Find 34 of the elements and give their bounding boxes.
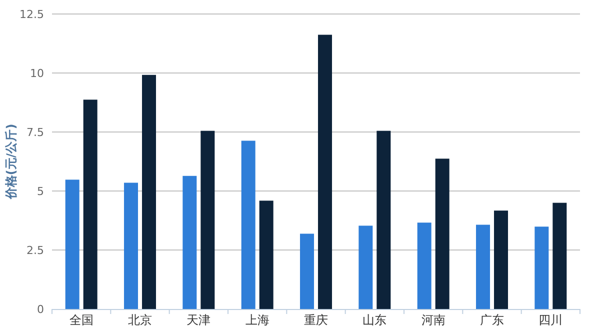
x-tick-label: 河南 — [421, 313, 446, 327]
bar — [376, 130, 391, 309]
y-tick-label: 0 — [37, 303, 44, 316]
bar — [182, 176, 197, 309]
bar — [417, 222, 432, 309]
bar — [435, 158, 450, 309]
y-tick-label: 12.5 — [20, 8, 44, 21]
bar — [142, 74, 156, 309]
x-tick-label: 天津 — [186, 313, 211, 327]
x-tick-label: 山东 — [362, 313, 387, 327]
x-tick-label: 四川 — [538, 313, 563, 327]
bar — [65, 180, 80, 309]
bar — [494, 210, 508, 309]
y-axis-title: 价格(元/公斤) — [4, 124, 18, 200]
x-tick-label: 上海 — [245, 313, 270, 327]
bar — [241, 140, 256, 309]
x-tick-label: 北京 — [128, 313, 152, 327]
y-tick-label: 7.5 — [26, 126, 44, 139]
bar — [300, 234, 314, 309]
bar — [200, 130, 215, 309]
bar — [552, 202, 567, 309]
x-tick-label: 广东 — [480, 313, 504, 327]
bar — [83, 100, 98, 309]
bar — [534, 226, 549, 309]
bar — [259, 200, 274, 309]
y-tick-label: 2.5 — [26, 244, 44, 257]
y-tick-label: 10 — [30, 67, 44, 80]
bar — [124, 182, 138, 309]
bar — [358, 226, 373, 309]
bar — [476, 224, 490, 309]
x-tick-label: 重庆 — [304, 313, 328, 327]
bar — [318, 34, 332, 309]
x-tick-label: 全国 — [69, 313, 94, 327]
y-tick-label: 5 — [37, 185, 44, 198]
